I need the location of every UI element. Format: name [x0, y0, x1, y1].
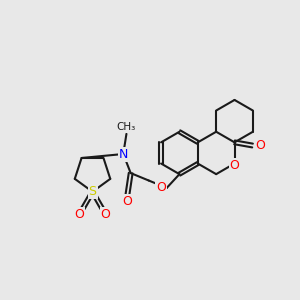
Text: O: O [157, 182, 166, 194]
Text: O: O [230, 158, 239, 172]
Text: O: O [74, 208, 84, 221]
Text: S: S [88, 185, 97, 198]
Text: CH₃: CH₃ [117, 122, 136, 132]
Text: O: O [255, 139, 265, 152]
Text: N: N [118, 148, 128, 160]
Text: O: O [123, 195, 132, 208]
Text: O: O [101, 208, 110, 221]
